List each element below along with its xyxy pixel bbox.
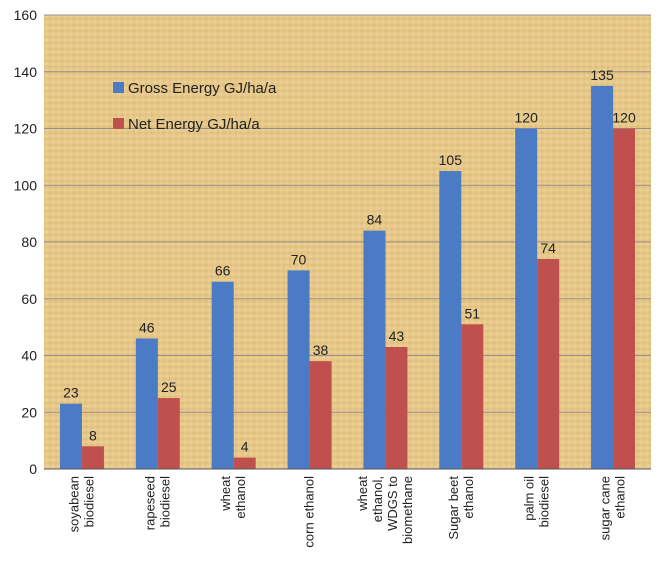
x-category-label-line: soyabean — [66, 476, 81, 532]
bar-net — [385, 346, 408, 469]
bar-value-label: 46 — [139, 319, 155, 335]
y-tick-label: 160 — [14, 7, 38, 23]
x-axis-category-labels: soyabeanbiodiesel rapeseedbiodiesel wheate… — [66, 476, 627, 548]
y-tick-label: 80 — [21, 234, 37, 250]
bar-net — [81, 446, 104, 469]
y-tick-label: 20 — [21, 404, 37, 420]
bar-value-label: 25 — [161, 379, 177, 395]
bar-value-label: 23 — [63, 385, 79, 401]
x-category-label: rapeseedbiodiesel — [142, 476, 172, 530]
y-tick-label: 100 — [14, 177, 38, 193]
y-tick-label: 60 — [21, 291, 37, 307]
bar-gross — [211, 281, 234, 469]
bar-value-label: 120 — [612, 110, 636, 126]
x-category-label-line: ethanol — [613, 476, 628, 519]
x-category-label: soyabeanbiodiesel — [66, 476, 96, 532]
bar-value-label: 135 — [590, 67, 614, 83]
x-category-label-line: ethanol, — [370, 476, 385, 522]
bar-gross — [363, 230, 386, 469]
x-category-label-line: corn ethanol — [302, 476, 317, 548]
x-category-label-line: wheat — [218, 476, 233, 512]
bar-net — [309, 361, 332, 469]
bar-gross — [135, 338, 158, 469]
x-category-label: wheatethanol — [218, 476, 248, 519]
x-category-label: palm oilbiodiesel — [522, 476, 552, 527]
x-category-label: corn ethanol — [302, 476, 317, 548]
x-category-label-line: Sugar beet — [446, 476, 461, 540]
bar-series — [59, 85, 636, 469]
bar-gross — [287, 270, 310, 469]
bar-value-label: 38 — [313, 342, 329, 358]
x-category-label-line: palm oil — [522, 476, 537, 521]
x-category-label-line: sugar cane — [598, 476, 613, 540]
bar-value-label: 4 — [241, 439, 249, 455]
y-tick-label: 140 — [14, 64, 38, 80]
legend-swatch — [113, 82, 124, 93]
bar-value-label: 66 — [215, 263, 231, 279]
bar-value-label: 84 — [367, 212, 383, 228]
legend-label: Net Energy GJ/ha/a — [128, 116, 260, 133]
x-category-label-line: biodiesel — [537, 476, 552, 527]
y-tick-label: 0 — [29, 461, 37, 477]
x-category-label-line: ethanol — [233, 476, 248, 519]
bar-value-label: 74 — [540, 240, 556, 256]
y-tick-label: 120 — [14, 121, 38, 137]
bar-value-label: 8 — [89, 427, 97, 443]
bar-value-label: 43 — [389, 328, 405, 344]
legend-label: Gross Energy GJ/ha/a — [128, 80, 277, 97]
y-axis-tick-labels: 0 20 40 60 80 100 120 140 160 — [14, 7, 38, 477]
bar-value-label: 51 — [465, 305, 481, 321]
x-category-label-line: rapeseed — [142, 476, 157, 530]
data-labels: 23 8 46 25 66 4 70 38 84 43 105 51 120 74 135 120 — [63, 67, 636, 455]
legend-swatch — [113, 118, 124, 129]
x-category-label-line: biodiesel — [157, 476, 172, 527]
x-category-label-line: WDGS to — [385, 476, 400, 531]
x-category-label-line: ethanol — [461, 476, 476, 519]
bar-net — [461, 324, 484, 469]
bar-value-label: 120 — [515, 110, 539, 126]
x-category-label: sugar caneethanol — [598, 476, 628, 540]
bar-gross — [439, 171, 462, 469]
bar-value-label: 105 — [439, 152, 463, 168]
bar-net — [157, 398, 180, 469]
bar-gross — [515, 128, 538, 469]
bar-value-label: 70 — [291, 251, 307, 267]
x-category-label: wheatethanol,WDGS tobiomethane — [355, 476, 415, 544]
bar-net — [233, 457, 256, 469]
x-category-label-line: wheat — [355, 476, 370, 512]
bar-net — [613, 128, 636, 469]
bar-gross — [591, 85, 614, 469]
y-tick-label: 40 — [21, 348, 37, 364]
x-category-label-line: biodiesel — [81, 476, 96, 527]
bar-net — [537, 259, 560, 469]
bar-gross — [59, 403, 82, 469]
legend: Gross Energy GJ/ha/a Net Energy GJ/ha/a — [113, 80, 277, 133]
x-category-label-line: biomethane — [400, 476, 415, 544]
x-category-label: Sugar beetethanol — [446, 476, 476, 540]
